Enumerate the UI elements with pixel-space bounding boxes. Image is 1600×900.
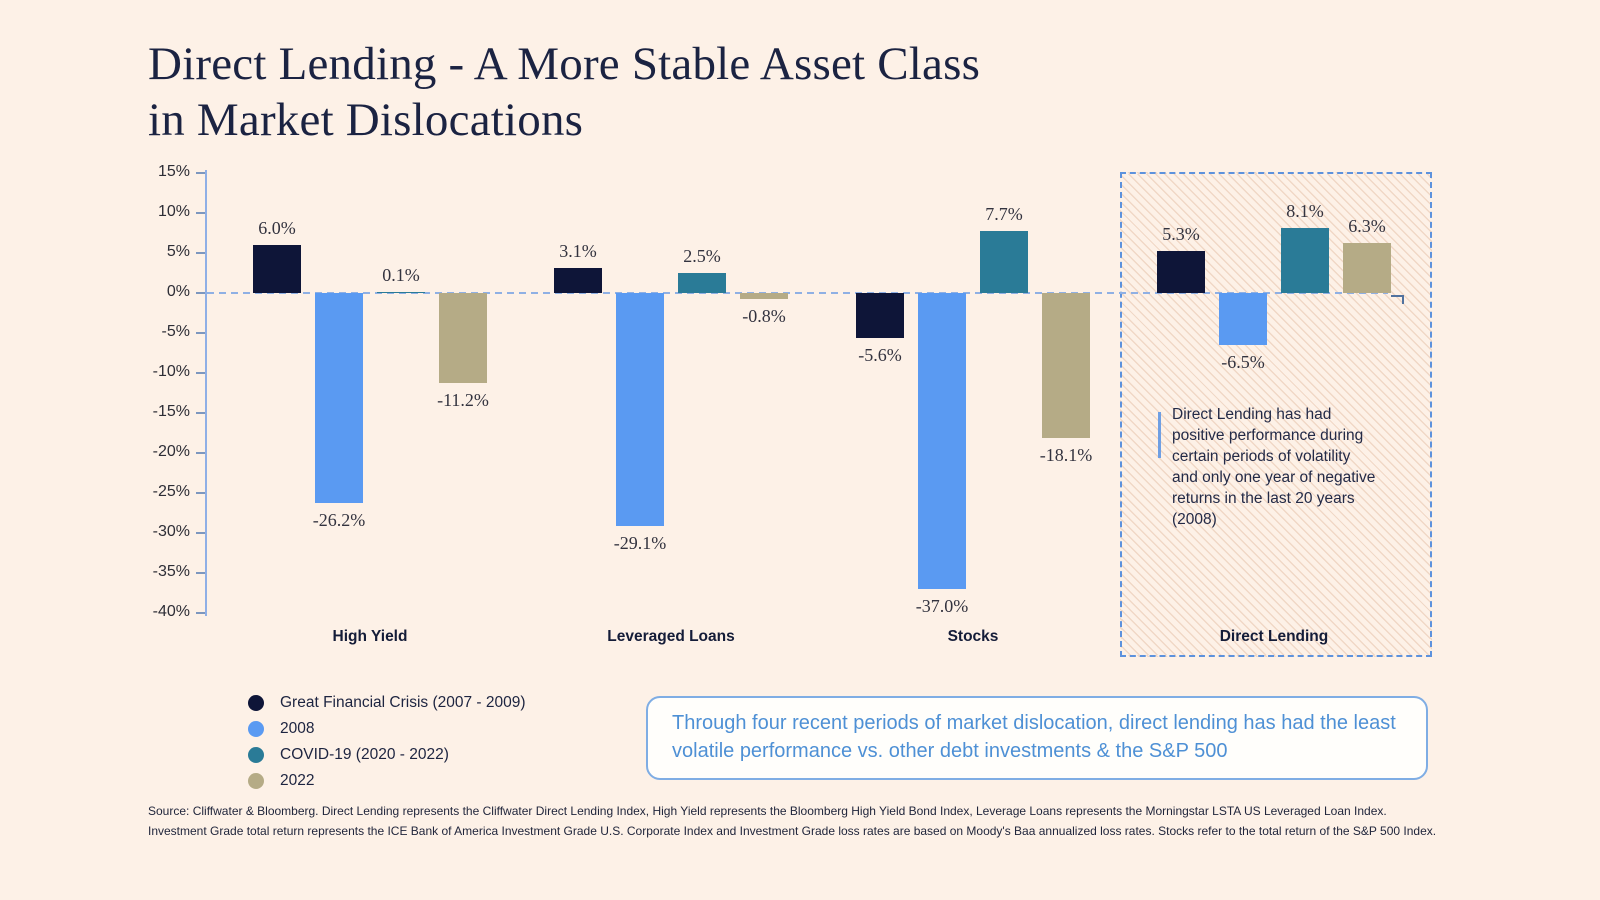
y-axis-tick-label: -25% — [152, 483, 190, 500]
y-axis-tick — [196, 412, 205, 414]
bar-direct-lending-4 — [1343, 242, 1391, 293]
y-axis-tick-label: -10% — [152, 363, 190, 380]
bar-direct-lending-2 — [1219, 293, 1267, 345]
y-axis-tick-label: -30% — [152, 523, 190, 540]
legend-color-dot — [248, 747, 264, 763]
bar-stocks-2 — [918, 293, 966, 589]
legend-item: 2008 — [248, 716, 526, 742]
y-axis-tick-label: 15% — [157, 163, 190, 180]
bar-leveraged-loans-4 — [740, 293, 788, 300]
bar-value-label: -29.1% — [613, 532, 667, 553]
y-axis-tick — [196, 572, 205, 574]
y-axis-tick-label: 0% — [166, 283, 190, 300]
legend-color-dot — [248, 695, 264, 711]
bar-high-yield-1 — [253, 245, 301, 293]
y-axis-tick-label: -40% — [152, 603, 190, 620]
category-label-high-yield: High Yield — [332, 628, 408, 645]
source-footnote: Source: Cliffwater & Bloomberg. Direct L… — [148, 802, 1478, 842]
bar-value-label: 0.1% — [382, 264, 420, 285]
y-axis-tick-label: 10% — [157, 203, 190, 220]
bar-value-label: 7.7% — [985, 204, 1023, 225]
bar-value-label: -6.5% — [1221, 352, 1265, 372]
legend-item-label: 2008 — [280, 720, 315, 737]
y-axis-tick — [196, 452, 205, 454]
y-axis-tick — [196, 172, 205, 174]
legend-item: 2022 — [248, 768, 526, 794]
bar-direct-lending-1 — [1157, 250, 1205, 293]
source-line-2: Investment Grade total return represents… — [148, 823, 1437, 838]
y-axis-line — [205, 170, 207, 616]
bar-value-label: -11.2% — [437, 389, 489, 410]
y-axis-tick — [196, 492, 205, 494]
category-label-stocks: Stocks — [947, 628, 999, 645]
note-accent-line — [1158, 412, 1161, 458]
bar-value-label: 6.0% — [258, 218, 296, 238]
bar-value-label: -0.8% — [742, 306, 786, 327]
bar-high-yield-2 — [315, 293, 363, 503]
bar-leveraged-loans-3 — [678, 273, 726, 293]
page-title: Direct Lending - A More Stable Asset Cla… — [148, 38, 981, 147]
legend-item-label: Great Financial Crisis (2007 - 2009) — [280, 694, 526, 711]
bar-direct-lending-3 — [1281, 228, 1329, 293]
category-label-direct-lending: Direct Lending — [1219, 628, 1329, 645]
bar-value-label: 6.3% — [1348, 215, 1386, 236]
bar-leveraged-loans-1 — [554, 268, 602, 293]
bar-leveraged-loans-2 — [616, 293, 664, 526]
bar-value-label: 8.1% — [1286, 201, 1324, 222]
y-axis-tick-label: -15% — [152, 403, 190, 420]
bar-value-label: -37.0% — [915, 596, 969, 616]
source-line-1: Source: Cliffwater & Bloomberg. Direct L… — [148, 804, 1387, 818]
bar-value-label: 5.3% — [1162, 223, 1200, 244]
bar-value-label: -18.1% — [1039, 444, 1093, 465]
legend-item: COVID-19 (2020 - 2022) — [248, 742, 526, 768]
category-label-leveraged-loans: Leveraged Loans — [607, 628, 735, 645]
y-axis-tick — [196, 252, 205, 254]
y-axis-tick — [196, 212, 205, 214]
bar-value-label: 3.1% — [559, 241, 597, 262]
callout-box: Through four recent periods of market di… — [646, 696, 1428, 780]
legend-item: Great Financial Crisis (2007 - 2009) — [248, 690, 526, 716]
y-axis-tick — [196, 372, 205, 374]
legend-color-dot — [248, 773, 264, 789]
legend-item-label: COVID-19 (2020 - 2022) — [280, 746, 449, 763]
y-axis-tick-label: -5% — [161, 323, 190, 340]
zero-baseline-end-corner — [1391, 295, 1404, 304]
bar-high-yield-4 — [439, 293, 487, 383]
callout-text: Through four recent periods of market di… — [672, 712, 1396, 762]
y-axis-tick-label: -20% — [152, 443, 190, 460]
y-axis-tick-label: 5% — [166, 243, 190, 260]
bar-stocks-1 — [856, 293, 904, 338]
y-axis-tick — [196, 532, 205, 534]
bar-value-label: -26.2% — [312, 509, 366, 530]
zero-baseline — [207, 292, 1388, 294]
legend-item-label: 2022 — [280, 772, 315, 789]
direct-lending-note: Direct Lending has had positive performa… — [1172, 406, 1376, 529]
bar-value-label: 2.5% — [683, 246, 721, 266]
bar-stocks-4 — [1042, 293, 1090, 438]
y-axis-tick — [196, 612, 205, 614]
bar-value-label: -5.6% — [858, 344, 902, 365]
bar-high-yield-3 — [377, 291, 425, 293]
chart-legend: Great Financial Crisis (2007 - 2009) 2008… — [248, 690, 526, 794]
y-axis-tick-label: -35% — [152, 563, 190, 580]
bar-stocks-3 — [980, 231, 1028, 293]
legend-color-dot — [248, 721, 264, 737]
y-axis-tick — [196, 332, 205, 334]
y-axis-tick — [196, 292, 205, 294]
